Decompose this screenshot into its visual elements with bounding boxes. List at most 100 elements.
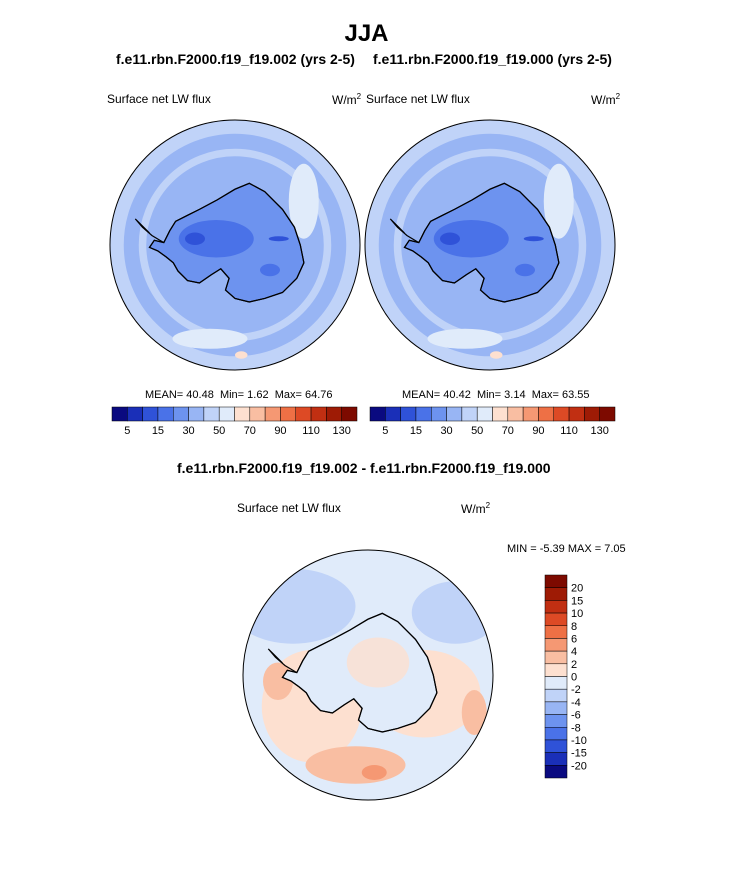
diff-warm-patch-5 [461,690,487,735]
panel1-colorbar-box [264,406,281,422]
panel1-colorbar-tick-label: 130 [333,425,351,437]
diff-colorbar-box [544,612,568,626]
panel1-colorbar-box [157,406,174,422]
panel2-stats: MEAN= 40.42 Min= 3.14 Max= 63.55 [402,389,590,401]
panel2-variable-label: Surface net LW flux [366,92,470,106]
panel1-colorbar: 5 15 30 50 70 90 110 130 [111,406,358,437]
diff-colorbar-box [544,688,568,703]
panel1-colorbar-box [249,406,266,422]
panel1-colorbar-box [188,406,205,422]
panel1-colorbar-tick-label: 110 [302,425,320,437]
panel2-colorbar-tick-label: 70 [502,425,514,437]
diff-peninsula-outline [267,648,298,674]
panel1-case-title: f.e11.rbn.F2000.f19_f19.002 (yrs 2-5) [116,51,355,67]
panel1-cold-core-4 [260,263,280,277]
panel1-light-patch [288,163,319,239]
panel1-variable-label: Surface net LW flux [107,92,211,106]
panel2-cold-core-4 [515,263,535,277]
diff-colorbar-box [544,663,568,677]
panel2-colorbar-tick-label: 5 [382,425,388,437]
diff-colorbar-box [544,625,568,639]
panel1-colorbar-box [111,406,128,422]
panel1-units-label: W/m2 [332,92,362,107]
diff-colorbar-tick-label: 6 [571,633,577,645]
diff-colorbar-tick-label: 4 [571,646,577,658]
panel2-colorbar: 5 15 30 50 70 90 110 130 [369,406,616,437]
panel2-border [364,119,616,371]
diff-colorbar-tick-label: -4 [571,697,581,709]
panel1-colorbar-box [310,406,327,422]
diff-colorbar-box [544,676,568,690]
panel1-colorbar-tick-label: 70 [244,425,256,437]
panel1-colorbar-tick-label: 15 [152,425,164,437]
diff-border [242,549,494,801]
panel2-colorbar-tick-label: 15 [410,425,422,437]
panel2-colorbar-box [369,406,386,422]
page-title: JJA [344,20,389,47]
diff-colorbar-box [544,739,568,753]
panel2-colorbar-box [492,406,509,422]
panel2-colorbar-box [599,406,616,422]
diff-colorbar-box [544,752,568,766]
panel2-colorbar-box [553,406,570,422]
diff-colorbar-tick-label: 2 [571,659,577,671]
diff-colorbar-tick-label: -8 [571,722,581,734]
panel1-map [109,119,361,371]
diff-colorbar-tick-label: -15 [571,748,587,760]
diff-colorbar-box [544,727,568,741]
panel2-warm-patch [490,351,503,359]
panel1-colorbar-box [173,406,189,422]
diff-continent-outline-top [281,612,438,733]
panel2-colorbar-box [538,406,554,422]
panel2-colorbar-box [461,406,478,422]
panel1-colorbar-box [234,406,251,422]
diff-land-warm [346,637,410,688]
diff-colorbar-box [544,650,568,665]
diff-variable-label: Surface net LW flux [237,501,341,515]
panel2-colorbar-box [431,406,447,422]
diff-minmax: MIN = -5.39 MAX = 7.05 [507,543,626,555]
panel2-map [364,119,616,371]
diff-warm-patch-3 [305,746,406,784]
diff-colorbar-tick-label: -2 [571,684,581,696]
diff-colorbar-box [544,765,568,779]
panel2-colorbar-box [415,406,432,422]
panel1-colorbar-tick-label: 50 [213,425,225,437]
panel2-cold-core [433,220,509,258]
diff-title: f.e11.rbn.F2000.f19_f19.002 - f.e11.rbn.… [177,460,551,476]
panel1-colorbar-box [326,406,342,422]
panel1-stats: MEAN= 40.48 Min= 1.62 Max= 64.76 [145,389,333,401]
panel1-colorbar-box [127,406,143,422]
panel2-colorbar-tick-label: 110 [560,425,578,437]
diff-colorbar-box [544,587,568,601]
panel1-border [109,119,361,371]
panel2-colorbar-box [400,406,417,422]
panel1-colorbar-box [295,406,312,422]
panel1-colorbar-box [203,406,220,422]
diff-colorbar-box [544,714,568,728]
diff-colorbar-tick-label: 15 [571,595,583,607]
panel2-colorbar-box [522,406,539,422]
panel1-colorbar-tick-label: 90 [274,425,286,437]
diff-warm-patch-4 [263,662,293,700]
diff-colorbar-tick-label: 10 [571,608,583,620]
diff-colorbar-tick-label: -6 [571,710,581,722]
panel2-cold-core-2 [440,232,460,245]
panel2-colorbar-box [584,406,600,422]
panel2-colorbar-tick-label: 90 [532,425,544,437]
panel1-cold-core-3 [268,236,289,242]
panel1-colorbar-tick-label: 5 [124,425,130,437]
panel2-light-patch-2 [427,328,503,349]
panel2-colorbar-box [507,406,524,422]
panel1-peninsula-outline [134,218,165,244]
diff-colorbar-box [544,600,568,614]
diff-units-label: W/m2 [461,501,491,516]
panel2-cold-core-3 [523,236,544,242]
panel2-colorbar-box [385,406,401,422]
panel2-case-title: f.e11.rbn.F2000.f19_f19.000 (yrs 2-5) [373,51,612,67]
diff-hot-patch [361,765,387,780]
diff-cool-patch [243,568,356,644]
diff-colorbar-box [544,574,568,588]
panel2-colorbar-tick-label: 130 [591,425,609,437]
diff-colorbar-tick-label: 8 [571,621,577,633]
